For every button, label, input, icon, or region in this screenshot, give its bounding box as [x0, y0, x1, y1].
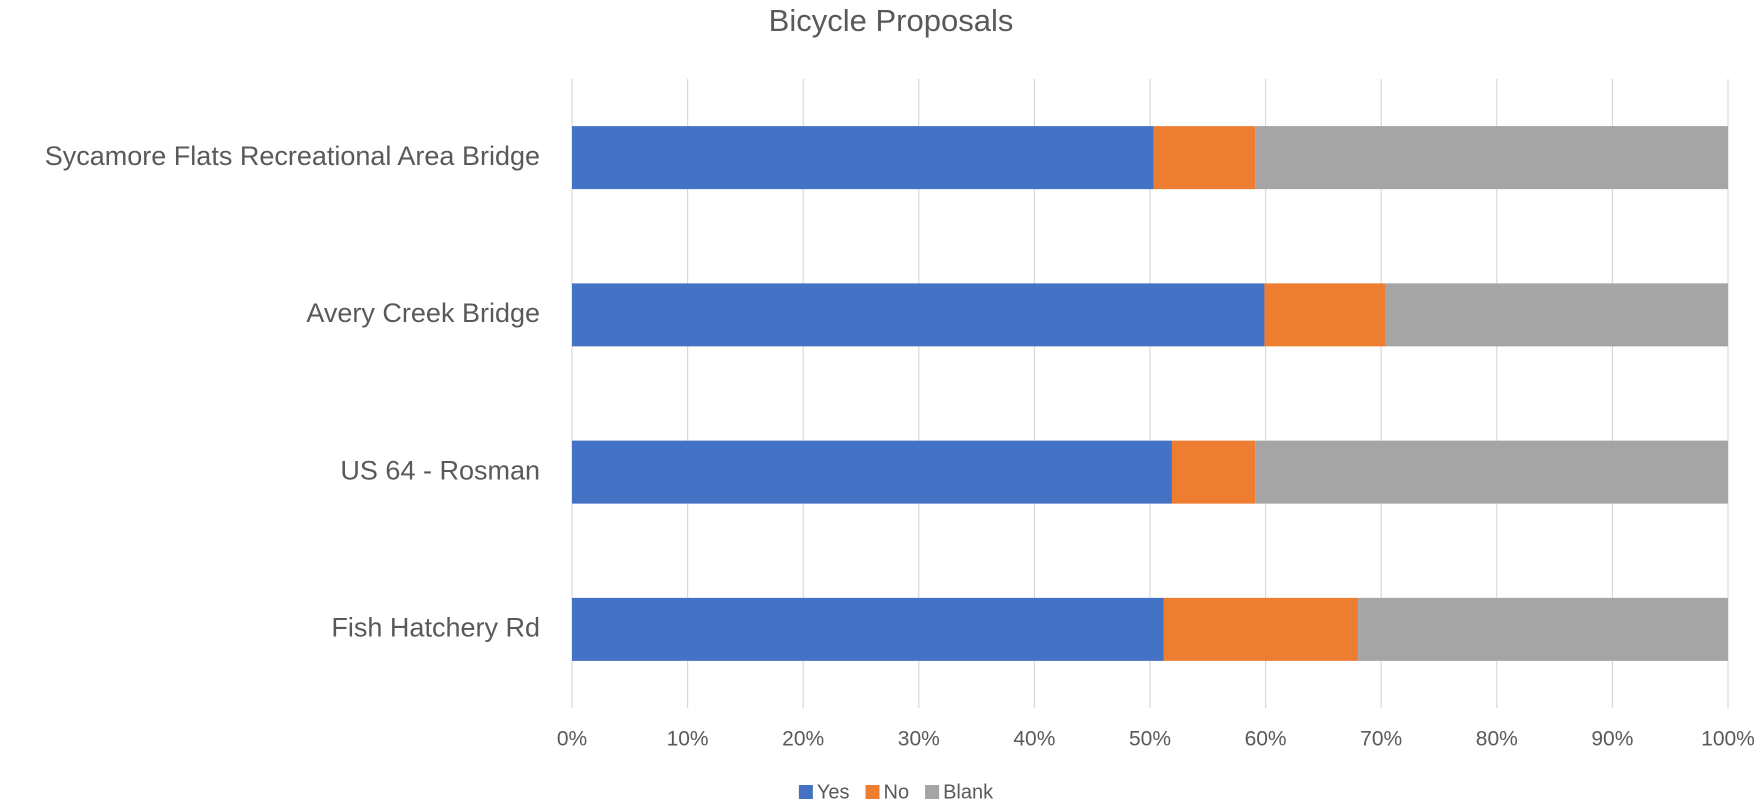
legend-swatch: [925, 785, 940, 799]
x-tick-label: 20%: [782, 728, 824, 751]
x-tick-label: 0%: [557, 728, 587, 751]
legend-swatch: [865, 785, 880, 799]
bar-segment: [572, 440, 1172, 504]
x-tick-label: 90%: [1591, 728, 1633, 751]
y-tick-label: Avery Creek Bridge: [306, 298, 540, 328]
bar-segment: [1255, 440, 1728, 504]
x-tick-label: 40%: [1013, 728, 1055, 751]
chart-title: Bicycle Proposals: [769, 3, 1014, 38]
bar-segment: [572, 126, 1154, 190]
bar-segment: [572, 283, 1265, 347]
legend-label: Yes: [817, 781, 850, 803]
bar-segment: [1264, 283, 1386, 347]
bar-segment: [1153, 126, 1256, 190]
legend-swatch: [798, 785, 813, 799]
y-tick-label: Sycamore Flats Recreational Area Bridge: [45, 141, 540, 171]
y-tick-label: US 64 - Rosman: [340, 455, 540, 485]
x-tick-label: 60%: [1245, 728, 1287, 751]
x-tick-label: 70%: [1360, 728, 1402, 751]
y-tick-label: Fish Hatchery Rd: [331, 613, 540, 643]
bar-segment: [1385, 283, 1728, 347]
x-tick-label: 50%: [1129, 728, 1171, 751]
x-tick-label: 30%: [898, 728, 940, 751]
x-tick-label: 100%: [1701, 728, 1755, 751]
x-tick-label: 80%: [1476, 728, 1518, 751]
legend-label: Blank: [943, 781, 994, 803]
bar-segment: [1358, 597, 1728, 661]
bar-segment: [1255, 126, 1728, 190]
bar-segment: [1171, 440, 1256, 504]
bar-segment: [572, 597, 1164, 661]
x-tick-label: 10%: [667, 728, 709, 751]
bar-segment: [1163, 597, 1359, 661]
legend-label: No: [884, 781, 910, 803]
